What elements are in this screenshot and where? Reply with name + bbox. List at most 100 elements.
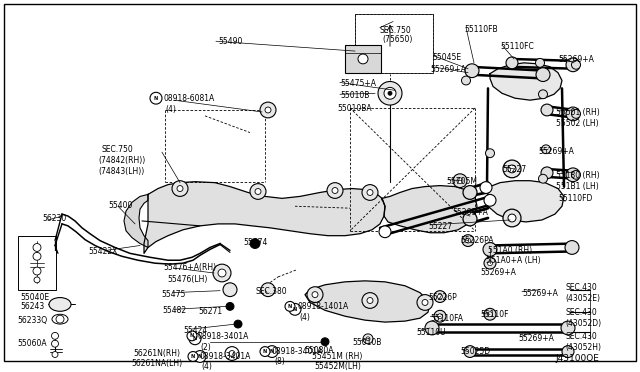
Text: 55502 (LH): 55502 (LH) bbox=[556, 119, 598, 128]
Text: 55226PA: 55226PA bbox=[460, 236, 493, 245]
Circle shape bbox=[422, 299, 428, 305]
Circle shape bbox=[312, 292, 318, 298]
Circle shape bbox=[484, 308, 496, 320]
Text: (4): (4) bbox=[201, 362, 212, 371]
Circle shape bbox=[488, 261, 493, 266]
Circle shape bbox=[194, 350, 206, 362]
Circle shape bbox=[486, 149, 495, 158]
Circle shape bbox=[307, 287, 323, 302]
Text: 55010B: 55010B bbox=[352, 338, 381, 347]
Circle shape bbox=[172, 181, 188, 196]
Circle shape bbox=[177, 186, 183, 192]
Circle shape bbox=[536, 68, 550, 81]
Circle shape bbox=[321, 338, 329, 346]
Text: SEC.430: SEC.430 bbox=[565, 283, 596, 292]
Circle shape bbox=[234, 320, 242, 328]
Text: (2): (2) bbox=[200, 343, 211, 352]
Text: J43100QE: J43100QE bbox=[555, 353, 599, 363]
Ellipse shape bbox=[52, 314, 68, 324]
Circle shape bbox=[508, 165, 516, 173]
Text: 55110FA: 55110FA bbox=[430, 314, 463, 323]
Polygon shape bbox=[490, 63, 562, 100]
Circle shape bbox=[367, 298, 373, 304]
Circle shape bbox=[225, 347, 239, 360]
Text: 55269+A: 55269+A bbox=[480, 268, 516, 277]
Circle shape bbox=[332, 187, 338, 193]
Circle shape bbox=[572, 170, 580, 179]
Circle shape bbox=[189, 333, 201, 345]
Circle shape bbox=[541, 167, 553, 179]
Circle shape bbox=[261, 283, 275, 296]
Bar bbox=[345, 45, 381, 73]
Circle shape bbox=[362, 293, 378, 308]
Polygon shape bbox=[382, 186, 477, 233]
Circle shape bbox=[434, 291, 446, 302]
Circle shape bbox=[265, 107, 271, 113]
Text: SEC.380: SEC.380 bbox=[255, 287, 287, 296]
Circle shape bbox=[538, 90, 547, 99]
Circle shape bbox=[218, 269, 226, 277]
Text: 55060A: 55060A bbox=[17, 339, 47, 348]
Text: N: N bbox=[193, 336, 197, 341]
Polygon shape bbox=[144, 182, 385, 253]
Text: N: N bbox=[293, 307, 297, 312]
Text: 55226P: 55226P bbox=[428, 293, 457, 302]
Circle shape bbox=[150, 92, 162, 104]
Text: (43052E): (43052E) bbox=[565, 294, 600, 303]
Text: 55110FD: 55110FD bbox=[558, 195, 593, 203]
Text: 55045E: 55045E bbox=[432, 53, 461, 62]
Circle shape bbox=[536, 58, 545, 67]
Circle shape bbox=[187, 331, 197, 341]
Text: 55227: 55227 bbox=[428, 222, 452, 231]
Circle shape bbox=[378, 81, 402, 105]
Polygon shape bbox=[487, 181, 564, 222]
Circle shape bbox=[538, 174, 547, 183]
Circle shape bbox=[223, 283, 237, 296]
Circle shape bbox=[488, 312, 493, 317]
Circle shape bbox=[384, 87, 396, 99]
Text: 55227: 55227 bbox=[502, 165, 526, 174]
Circle shape bbox=[34, 277, 40, 283]
Text: (43052H): (43052H) bbox=[565, 343, 601, 352]
Circle shape bbox=[226, 302, 234, 310]
Polygon shape bbox=[305, 281, 430, 322]
Circle shape bbox=[250, 238, 260, 248]
Circle shape bbox=[289, 304, 301, 315]
Text: (75650): (75650) bbox=[382, 35, 412, 44]
Text: 55705M: 55705M bbox=[446, 177, 477, 186]
Circle shape bbox=[541, 145, 550, 154]
Text: 55452M(LH): 55452M(LH) bbox=[314, 362, 361, 371]
Text: N: N bbox=[190, 333, 194, 339]
Text: 56233Q: 56233Q bbox=[17, 316, 47, 325]
Circle shape bbox=[503, 209, 521, 227]
Circle shape bbox=[508, 214, 516, 222]
Circle shape bbox=[465, 64, 479, 78]
Circle shape bbox=[565, 241, 579, 254]
Circle shape bbox=[255, 189, 261, 195]
Circle shape bbox=[438, 314, 442, 319]
Text: (43052D): (43052D) bbox=[565, 319, 601, 328]
Text: SEC.430: SEC.430 bbox=[565, 332, 596, 341]
Circle shape bbox=[250, 184, 266, 199]
Text: 55474: 55474 bbox=[243, 238, 268, 247]
Circle shape bbox=[366, 337, 370, 341]
Circle shape bbox=[417, 295, 433, 310]
Circle shape bbox=[51, 340, 58, 347]
Circle shape bbox=[465, 238, 470, 243]
Text: 55180 (RH): 55180 (RH) bbox=[556, 171, 600, 180]
Text: SEC.430: SEC.430 bbox=[565, 308, 596, 317]
Text: 55476+A(RH): 55476+A(RH) bbox=[163, 263, 216, 272]
Circle shape bbox=[388, 92, 392, 95]
Text: 55010BA: 55010BA bbox=[337, 104, 372, 113]
Text: SEC.750: SEC.750 bbox=[102, 145, 134, 154]
Circle shape bbox=[52, 352, 58, 357]
Text: (74843(LH)): (74843(LH)) bbox=[98, 167, 144, 176]
Circle shape bbox=[483, 243, 497, 256]
Text: 08918-3401A: 08918-3401A bbox=[271, 347, 323, 356]
Circle shape bbox=[266, 346, 278, 357]
Text: N: N bbox=[191, 354, 195, 359]
Circle shape bbox=[503, 160, 521, 178]
Text: 55501 (RH): 55501 (RH) bbox=[556, 108, 600, 117]
Circle shape bbox=[453, 174, 467, 187]
Circle shape bbox=[463, 212, 477, 226]
